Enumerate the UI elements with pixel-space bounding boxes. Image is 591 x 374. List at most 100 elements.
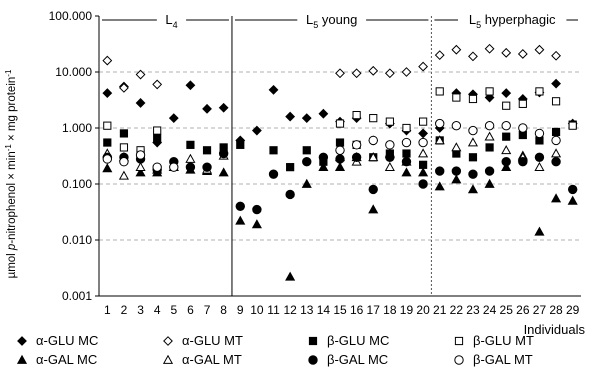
point-glu-mc — [286, 163, 295, 172]
legend-marker — [162, 354, 174, 364]
point-glu-mc — [551, 127, 561, 137]
point-glu-mt — [153, 126, 162, 135]
point-glu-mt — [119, 82, 129, 93]
point-gal-mc — [567, 184, 578, 195]
x-tick-label: 21 — [433, 303, 447, 317]
point-glu-mt — [468, 51, 478, 62]
point-gal-mc — [102, 163, 113, 173]
point-glu-mt — [352, 110, 361, 120]
legend-marker — [308, 336, 318, 346]
point-glu-mc — [251, 125, 262, 136]
y-label-part-f: -1 — [4, 69, 13, 77]
point-glu-mc — [202, 146, 212, 155]
point-gal-mt — [384, 161, 395, 172]
legend-marker — [308, 355, 318, 365]
point-gal-mt — [501, 145, 512, 155]
point-glu-mt — [568, 121, 577, 130]
point-glu-mt — [502, 101, 511, 110]
point-glu-mc — [119, 129, 129, 138]
point-gal-mc — [418, 167, 429, 177]
point-gal-mt — [185, 153, 196, 163]
point-gal-mc — [551, 193, 562, 203]
x-tick-label: 10 — [250, 303, 264, 317]
legend-label: α-GLU MT — [182, 333, 243, 348]
x-tick-label: 16 — [350, 303, 364, 317]
point-glu-mc — [301, 113, 312, 124]
point-glu-mt — [335, 68, 345, 79]
point-glu-mc — [285, 111, 296, 122]
point-gal-mc — [202, 162, 212, 172]
legend-marker — [454, 336, 464, 346]
point-gal-mc — [401, 167, 412, 177]
point-glu-mt — [535, 87, 544, 96]
stage-label: L4 — [165, 12, 177, 30]
point-glu-mt — [402, 123, 411, 133]
point-gal-mt — [169, 162, 179, 172]
point-glu-mt — [534, 44, 545, 55]
x-tick-label: 9 — [237, 303, 244, 317]
point-glu-mc — [502, 132, 511, 141]
point-gal-mc — [185, 162, 196, 172]
point-gal-mc — [418, 179, 428, 189]
point-glu-mt — [551, 50, 561, 61]
point-gal-mt — [551, 135, 561, 146]
point-gal-mc — [484, 166, 495, 176]
x-tick-label: 2 — [121, 303, 128, 317]
point-glu-mt — [484, 43, 495, 54]
point-glu-mt — [103, 121, 112, 130]
x-tick-label: 11 — [267, 303, 280, 317]
legend-marker — [454, 355, 464, 365]
point-gal-mc — [235, 201, 245, 211]
point-glu-mc — [202, 103, 212, 114]
point-gal-mc — [484, 178, 495, 188]
y-label-part-a: µmol — [6, 250, 18, 278]
x-tick-label: 15 — [333, 303, 347, 317]
point-glu-mt — [435, 87, 444, 96]
point-glu-mt — [335, 119, 345, 128]
x-tick-label: 13 — [300, 303, 314, 317]
legend-label: β-GAL MC — [327, 352, 388, 367]
point-gal-mc — [218, 148, 229, 159]
y-tick-label: 0.100 — [62, 177, 92, 191]
point-glu-mt — [135, 69, 146, 80]
point-gal-mt — [451, 120, 462, 131]
point-gal-mc — [235, 215, 246, 225]
point-glu-mc — [153, 134, 162, 143]
point-glu-mt — [501, 47, 512, 58]
point-glu-mc — [468, 153, 478, 162]
point-gal-mc — [468, 169, 478, 179]
point-gal-mc — [135, 167, 146, 177]
x-tick-label: 19 — [400, 303, 414, 317]
point-gal-mc — [534, 226, 545, 236]
point-glu-mc — [318, 108, 329, 119]
point-glu-mc — [418, 128, 429, 139]
x-tick-label: 22 — [450, 303, 464, 317]
point-glu-mc — [335, 138, 345, 147]
point-gal-mc — [401, 157, 412, 167]
x-tick-label: 5 — [170, 303, 177, 317]
point-gal-mc — [385, 152, 395, 162]
x-tick-label: 27 — [533, 303, 547, 317]
point-gal-mt — [119, 157, 129, 167]
point-glu-mc — [551, 78, 561, 89]
point-gal-mc — [285, 271, 296, 281]
point-glu-mc — [402, 149, 411, 158]
y-axis-label: µmol p-nitrophenol × min-1 × mg protein-… — [4, 69, 18, 278]
point-gal-mc — [252, 204, 262, 215]
x-tick-label: 18 — [383, 303, 397, 317]
point-gal-mc — [318, 152, 329, 162]
point-glu-mt — [385, 117, 394, 126]
point-glu-mc — [302, 146, 311, 155]
point-glu-mt — [451, 44, 462, 55]
point-gal-mc — [435, 166, 445, 176]
point-gal-mc — [285, 189, 295, 200]
point-glu-mc — [269, 146, 278, 155]
point-gal-mc — [351, 152, 362, 162]
point-glu-mc — [168, 113, 179, 124]
point-glu-mc — [236, 140, 245, 149]
point-glu-mc — [501, 88, 512, 99]
point-glu-mt — [368, 65, 379, 76]
point-gal-mc — [451, 166, 462, 176]
point-gal-mt — [534, 161, 545, 172]
point-gal-mt — [368, 135, 378, 146]
